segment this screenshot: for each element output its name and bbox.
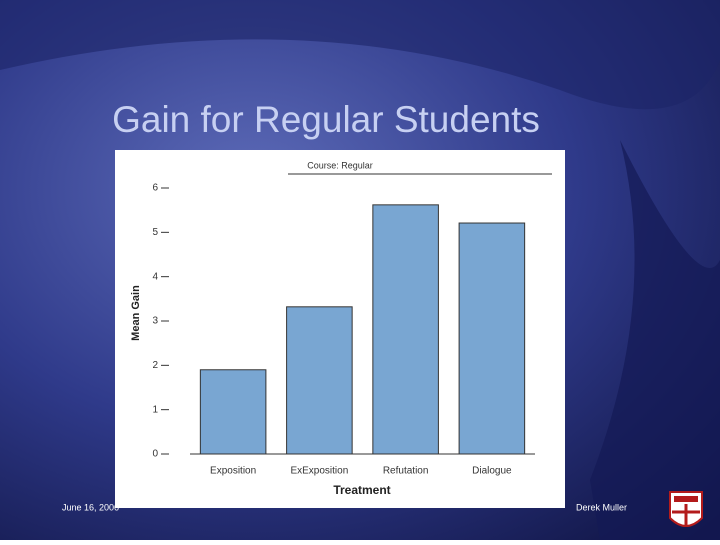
y-tick-label: 3 [152,316,158,327]
y-tick-label: 4 [152,271,158,282]
y-tick-label: 5 [152,227,158,238]
x-tick-label: Exposition [210,466,256,477]
x-tick-label: ExExposition [290,466,348,477]
y-tick-label: 0 [152,449,158,460]
x-tick-label: Dialogue [472,466,512,477]
y-tick-label: 2 [152,360,158,371]
bar [458,222,526,455]
crest [669,491,703,527]
footer-date: June 16, 2006 [62,502,119,512]
swirl [0,0,720,110]
slide-title: Gain for Regular Students [112,99,540,140]
footer-author: Derek Muller [576,502,627,512]
y-axis-label: Mean Gain [130,285,142,341]
y-tick-label: 6 [152,183,158,194]
y-tick-label: 1 [152,404,158,415]
bar [199,369,267,455]
swirl [590,140,720,540]
bar [286,306,353,455]
bar [372,204,439,455]
x-axis-label: Treatment [333,483,390,497]
x-tick-label: Refutation [383,466,429,477]
chart-title: Course: Regular [307,160,373,170]
